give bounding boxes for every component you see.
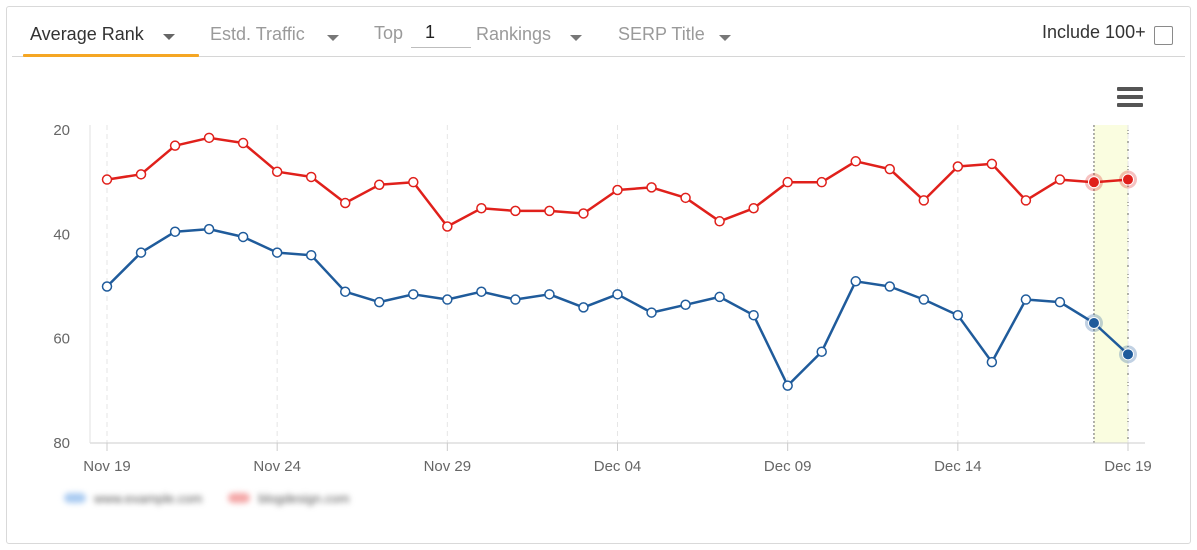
data-point [442, 294, 453, 305]
data-point [169, 140, 181, 151]
data-point [884, 163, 896, 175]
chevron-down-icon[interactable] [719, 35, 731, 41]
data-point [782, 380, 793, 391]
x-tick-label: Dec 19 [1104, 458, 1152, 475]
data-point [680, 192, 691, 204]
data-point [101, 174, 113, 185]
data-point [374, 179, 385, 191]
chevron-down-icon[interactable] [327, 35, 339, 41]
data-point [612, 184, 623, 196]
data-point [408, 289, 419, 300]
data-point [544, 289, 555, 300]
data-point [646, 307, 657, 318]
data-point [374, 296, 385, 308]
legend-item[interactable]: www.example.com [64, 491, 202, 506]
data-point [271, 247, 283, 258]
data-point [544, 205, 555, 217]
data-point [816, 346, 827, 357]
data-point [816, 176, 827, 188]
data-point [169, 226, 181, 237]
data-point [510, 205, 521, 217]
data-point [237, 137, 249, 149]
include-100-label: Include 100+ [1042, 22, 1146, 42]
data-point-active [1087, 317, 1100, 330]
tab-estd-traffic[interactable]: Estd. Traffic [210, 24, 305, 44]
tab-serp-title[interactable]: SERP Title [618, 24, 705, 44]
data-point [305, 249, 317, 261]
data-point [203, 223, 215, 235]
hamburger-menu-icon[interactable] [1117, 87, 1143, 109]
data-point [646, 182, 657, 193]
legend-swatch [64, 493, 86, 503]
data-point [1020, 195, 1032, 206]
data-point [714, 291, 725, 303]
chart-legend: www.example.com blogdesign.com [64, 487, 375, 509]
data-point [578, 208, 589, 219]
active-tab-underline [23, 54, 199, 57]
y-tick-label: 20 [53, 122, 70, 139]
x-tick-label: Nov 24 [253, 458, 301, 475]
data-point [339, 286, 351, 297]
data-point-active [1122, 173, 1134, 186]
y-tick-label: 80 [53, 435, 70, 452]
data-point [510, 294, 521, 305]
data-point [748, 309, 759, 321]
data-point [339, 197, 351, 209]
widget-frame [6, 6, 1191, 544]
data-point [850, 276, 861, 287]
data-point-active [1122, 348, 1134, 361]
data-point [952, 161, 964, 172]
data-point [1054, 174, 1066, 185]
data-point [612, 289, 623, 300]
data-point [476, 203, 487, 214]
data-point [918, 294, 930, 305]
data-point [408, 176, 419, 188]
legend-label: blogdesign.com [258, 490, 350, 506]
tab-average-rank[interactable]: Average Rank [30, 24, 144, 44]
x-tick-label: Nov 29 [424, 458, 472, 475]
data-point [237, 231, 249, 243]
data-point [476, 286, 487, 297]
legend-swatch [228, 493, 251, 503]
top-label: Top [374, 23, 404, 43]
chevron-down-icon[interactable] [570, 35, 582, 41]
x-tick-label: Dec 09 [764, 458, 812, 475]
x-tick-label: Nov 19 [83, 458, 131, 475]
data-point [918, 195, 930, 206]
data-point [305, 171, 317, 183]
data-point [850, 156, 861, 167]
data-point [986, 356, 998, 368]
include-100-checkbox[interactable] [1154, 26, 1173, 45]
chevron-down-icon[interactable] [163, 34, 175, 40]
tab-rankings[interactable]: Rankings [476, 24, 552, 44]
legend-item[interactable]: blogdesign.com [228, 491, 349, 506]
y-tick-label: 40 [53, 226, 70, 243]
data-point-active [1087, 176, 1100, 189]
data-point [748, 203, 759, 214]
data-point [714, 216, 725, 227]
data-point [578, 302, 589, 313]
data-point [101, 281, 113, 292]
data-point [680, 299, 691, 311]
top-count-input[interactable] [411, 18, 471, 48]
data-point [442, 221, 453, 232]
y-tick-label: 60 [53, 331, 70, 348]
data-point [135, 169, 147, 180]
data-point [1020, 294, 1032, 305]
x-tick-label: Dec 04 [594, 458, 642, 475]
data-point [986, 158, 998, 170]
data-point [271, 166, 283, 177]
legend-label: www.example.com [94, 490, 203, 506]
data-point [203, 132, 215, 144]
data-point [135, 247, 147, 258]
data-point [884, 281, 896, 292]
data-point [1054, 296, 1066, 308]
x-tick-label: Dec 14 [934, 458, 982, 475]
data-point [952, 309, 964, 321]
toolbar [12, 12, 1185, 57]
data-point [782, 176, 793, 188]
